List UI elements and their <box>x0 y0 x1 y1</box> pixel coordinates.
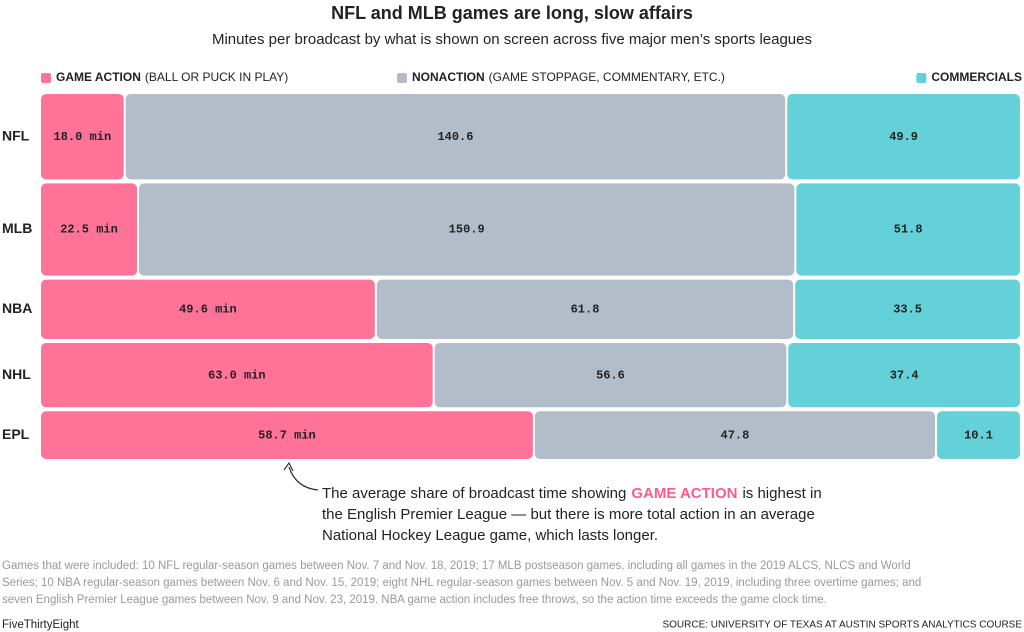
annotation-highlight: GAME ACTION <box>631 485 737 502</box>
legend-swatch <box>41 73 51 83</box>
annotation-text: is highest in <box>742 485 821 502</box>
note-line: seven English Premier League games betwe… <box>2 594 827 606</box>
segment <box>787 94 1020 180</box>
value-label: 63.0 min <box>208 368 266 382</box>
annotation-text: National Hockey League game, which lasts… <box>322 527 658 544</box>
legend-item: COMMERCIALS <box>916 70 1022 84</box>
value-label: 150.9 <box>449 223 485 237</box>
source: SOURCE: UNIVERSITY OF TEXAS AT AUSTIN SP… <box>662 620 1022 631</box>
note-line: Games that were included: 10 NFL regular… <box>2 560 911 572</box>
value-label: 22.5 min <box>60 223 118 237</box>
legend-swatch <box>916 73 927 83</box>
value-label: 49.6 min <box>179 302 237 316</box>
row-label: NFL <box>2 127 30 143</box>
note-line: Series; 10 NBA regular-season games betw… <box>2 577 921 589</box>
chart-subtitle: Minutes per broadcast by what is shown o… <box>212 31 812 48</box>
row-label: EPL <box>2 426 30 442</box>
value-label: 49.9 <box>889 130 918 144</box>
chart-title: NFL and MLB games are long, slow affairs <box>331 3 693 23</box>
segment <box>376 279 794 339</box>
segment <box>788 342 1020 408</box>
annotation-arrow <box>288 466 319 491</box>
value-label: 10.1 <box>964 428 993 442</box>
value-label: 58.7 min <box>258 428 316 442</box>
annotation-text: The average share of broadcast time show… <box>322 485 626 502</box>
segment <box>41 411 533 459</box>
segment <box>795 279 1020 339</box>
segment <box>41 94 124 180</box>
credit: FiveThirtyEight <box>2 619 79 631</box>
segment <box>41 279 375 339</box>
row-label: MLB <box>2 220 32 236</box>
segment <box>125 94 786 180</box>
row-label: NHL <box>2 366 31 382</box>
annotation-text: the English Premier League — but there i… <box>322 506 815 523</box>
legend-label: GAME ACTION <box>56 70 141 84</box>
segment <box>796 183 1020 276</box>
legend-label: COMMERCIALS <box>931 70 1022 84</box>
segment <box>937 411 1020 459</box>
value-label: 51.8 <box>894 223 923 237</box>
value-label: 47.8 <box>721 428 750 442</box>
legend-detail: (GAME STOPPAGE, COMMENTARY, ETC.) <box>489 70 725 84</box>
value-label: 140.6 <box>437 130 473 144</box>
value-label: 37.4 <box>890 368 919 382</box>
legend-label: NONACTION <box>412 70 485 84</box>
legend-item: GAME ACTION (BALL OR PUCK IN PLAY) <box>41 70 288 84</box>
segment <box>434 342 787 408</box>
legend-item: NONACTION (GAME STOPPAGE, COMMENTARY, ETC… <box>397 70 725 84</box>
legend-swatch <box>397 73 407 83</box>
segment <box>41 342 433 408</box>
value-label: 61.8 <box>571 302 600 316</box>
segment <box>534 411 936 459</box>
annotation-arrowhead <box>283 461 294 472</box>
notes: Games that were included: 10 NFL regular… <box>2 560 921 606</box>
row-label: NBA <box>2 300 32 316</box>
segment <box>139 183 795 276</box>
value-label: 56.6 <box>596 368 625 382</box>
legend-detail: (BALL OR PUCK IN PLAY) <box>145 70 288 84</box>
value-label: 18.0 min <box>54 130 112 144</box>
segment <box>41 183 138 276</box>
value-label: 33.5 <box>893 302 922 316</box>
annotation: The average share of broadcast time show… <box>322 485 822 544</box>
